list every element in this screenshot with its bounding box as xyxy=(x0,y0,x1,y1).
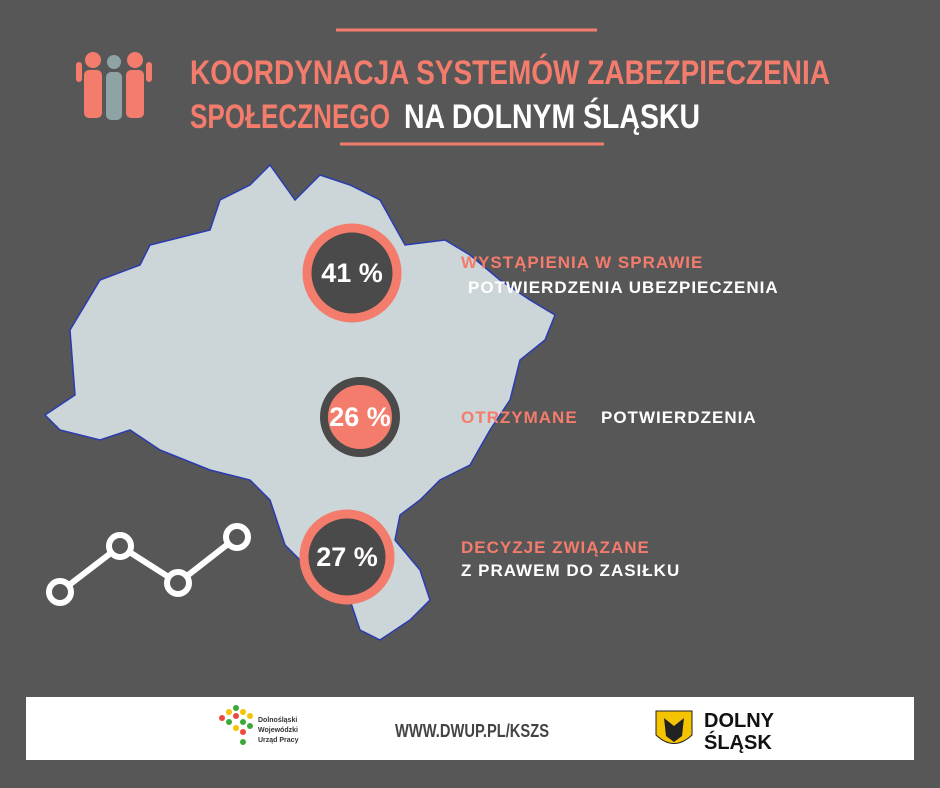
brand: ŚLĄSK xyxy=(704,730,772,754)
footer xyxy=(26,697,914,760)
title: NA DOLNYM ŚLĄSKU xyxy=(404,98,700,136)
stat-value: 41 % xyxy=(321,258,383,288)
stat-label: WYSTĄPIENIA W SPRAWIE xyxy=(461,253,703,272)
org-name: Wojewódzki xyxy=(258,727,298,734)
map xyxy=(43,163,556,641)
stat-value: 27 % xyxy=(316,542,378,572)
stat-label: Z PRAWEM DO ZASIŁKU xyxy=(461,561,680,580)
brand: DOLNY xyxy=(704,710,775,732)
title: SPOŁECZNEGO xyxy=(190,98,390,136)
org-name: Dolnośląski xyxy=(258,717,297,724)
stat-circle xyxy=(299,509,395,605)
stat-label: OTRZYMANE xyxy=(461,408,578,427)
stat-label: POTWIERDZENIA xyxy=(601,408,757,427)
title: KOORDYNACJA SYSTEMÓW ZABEZPIECZENIA xyxy=(190,54,830,92)
url: WWW.DWUP.PL/KSZS xyxy=(395,721,549,741)
stat-label: DECYZJE ZWIĄZANE xyxy=(461,538,650,557)
stat-label: POTWIERDZENIA UBEZPIECZENIA xyxy=(468,278,779,297)
line-icon xyxy=(46,523,251,606)
stat-circle xyxy=(302,223,402,323)
org-name: Urząd Pracy xyxy=(258,737,299,744)
emblem xyxy=(664,718,684,742)
org-logo xyxy=(219,705,253,745)
people-icon xyxy=(76,52,152,120)
stat-value: 26 % xyxy=(329,402,391,432)
stat-circle xyxy=(320,377,400,457)
